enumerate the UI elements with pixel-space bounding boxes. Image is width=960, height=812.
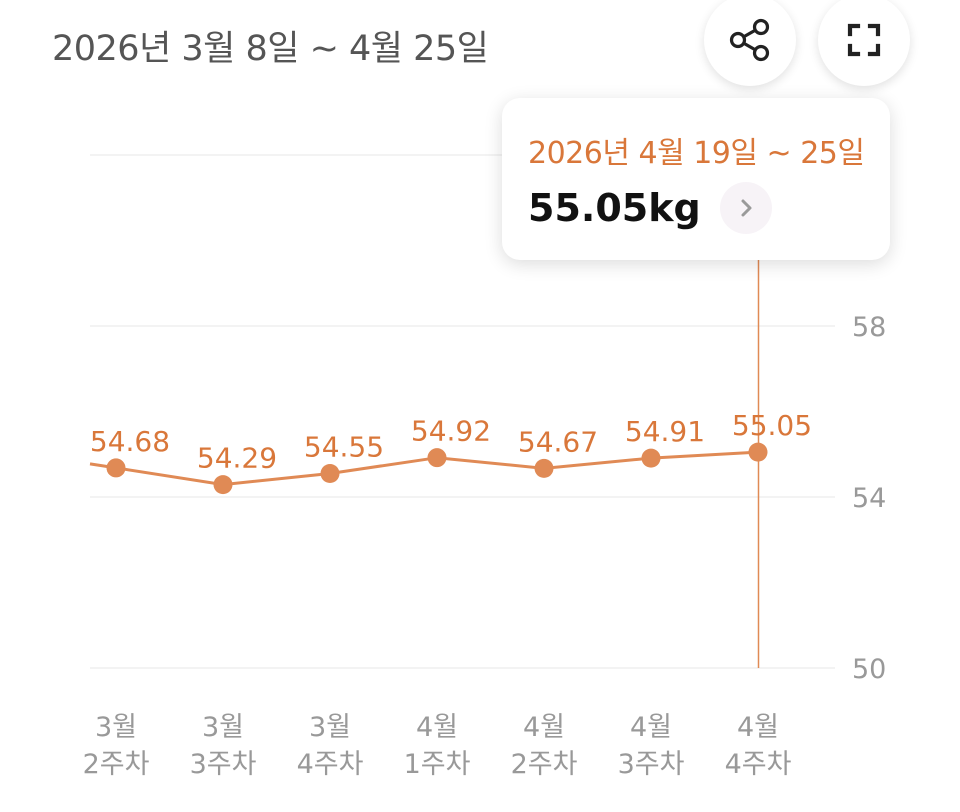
x-tick-month-2: 3월 [309, 712, 351, 743]
tooltip-detail-button[interactable] [720, 182, 772, 234]
x-tick-month-6: 4월 [737, 712, 779, 743]
fullscreen-icon [847, 23, 881, 57]
series-line [89, 450, 759, 487]
x-tick-month-4: 4월 [523, 712, 565, 743]
x-tick-month-3: 4월 [416, 712, 458, 743]
data-label-5: 54.91 [625, 415, 705, 448]
y-tick-label-58: 58 [852, 312, 886, 343]
data-label-1: 54.29 [197, 442, 277, 475]
x-tick-week-0: 2주차 [83, 749, 150, 780]
y-tick-label-50: 50 [852, 654, 886, 685]
data-point-4 [534, 458, 554, 478]
x-tick-month-5: 4월 [630, 712, 672, 743]
share-button[interactable] [704, 0, 796, 86]
x-tick-month-0: 3월 [95, 712, 137, 743]
data-point-3 [427, 448, 447, 468]
tooltip-weight-value: 55.05kg [528, 186, 701, 230]
y-tick-label-54: 54 [852, 483, 886, 514]
data-label-2: 54.55 [304, 430, 384, 463]
data-point-6 [748, 442, 768, 462]
x-tick-week-1: 3주차 [190, 749, 257, 780]
fullscreen-button[interactable] [818, 0, 910, 86]
data-label-4: 54.67 [518, 425, 598, 458]
data-point-5 [641, 448, 661, 468]
x-tick-month-1: 3월 [202, 712, 244, 743]
x-tick-week-3: 1주차 [404, 749, 471, 780]
x-tick-week-2: 4주차 [297, 749, 364, 780]
date-range-title: 2026년 3월 8일 ~ 4월 25일 [52, 29, 489, 69]
data-point-0 [106, 458, 126, 478]
chevron-right-icon [741, 199, 752, 217]
tooltip-date-range: 2026년 4월 19일 ~ 25일 [528, 136, 865, 171]
data-label-3: 54.92 [411, 415, 491, 448]
selected-week-tooltip[interactable]: 2026년 4월 19일 ~ 25일 55.05kg [502, 98, 890, 260]
data-label-0: 54.68 [90, 425, 170, 458]
share-icon [729, 18, 770, 62]
x-tick-week-6: 4주차 [725, 749, 792, 780]
x-tick-week-5: 3주차 [618, 749, 685, 780]
data-point-2 [320, 463, 340, 483]
data-point-1 [213, 475, 233, 495]
x-tick-week-4: 2주차 [511, 749, 578, 780]
data-label-6: 55.05 [732, 409, 812, 442]
